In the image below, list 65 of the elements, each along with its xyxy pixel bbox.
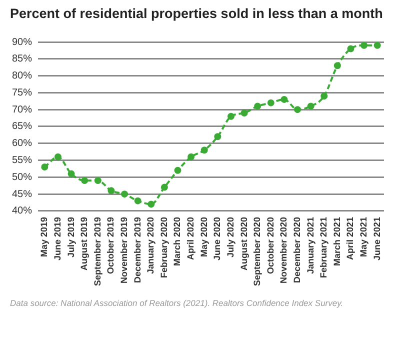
x-tick-label: February 2021 xyxy=(318,216,329,278)
x-tick-label: January 2020 xyxy=(146,216,156,274)
point xyxy=(200,146,208,154)
point xyxy=(108,187,115,194)
x-tick-label: December 2020 xyxy=(292,216,302,284)
point xyxy=(134,197,142,204)
point xyxy=(121,190,128,198)
point xyxy=(81,177,88,184)
point xyxy=(174,166,182,174)
y-tick-label: 90% xyxy=(12,36,32,48)
point xyxy=(254,102,262,110)
x-tick-label: May 2020 xyxy=(198,216,209,257)
point xyxy=(294,106,302,114)
x-tick-label: July 2020 xyxy=(225,216,236,258)
x-tick-label: August 2019 xyxy=(79,216,90,270)
point xyxy=(94,177,102,184)
x-tick-label: January 2021 xyxy=(305,216,316,274)
x-tick-label: November 2019 xyxy=(118,216,129,284)
point xyxy=(320,92,328,100)
point xyxy=(227,112,234,120)
point xyxy=(68,170,75,178)
x-tick-label: June 2020 xyxy=(212,216,222,260)
x-tick-label: July 2019 xyxy=(66,216,76,258)
x-tick-label: June 2019 xyxy=(52,216,62,260)
y-tick-label: 40% xyxy=(12,206,32,217)
x-tick-label: September 2019 xyxy=(92,216,102,286)
x-tick-label: June 2021 xyxy=(372,216,382,260)
x-tick-label: December 2019 xyxy=(132,216,142,284)
y-tick-label: 75% xyxy=(12,87,32,98)
y-tick-label: 60% xyxy=(12,138,32,150)
point xyxy=(360,42,368,49)
point xyxy=(307,102,314,110)
y-tick-label: 65% xyxy=(12,121,32,132)
x-tick-label: April 2021 xyxy=(345,216,356,260)
y-tick-label: 85% xyxy=(12,54,32,65)
x-tick-label: March 2020 xyxy=(172,216,182,266)
y-tick-label: 45% xyxy=(12,188,32,200)
x-tick-label: October 2020 xyxy=(265,216,276,274)
point xyxy=(214,133,222,140)
point xyxy=(160,184,168,191)
x-tick-label: September 2020 xyxy=(252,216,262,286)
point xyxy=(54,153,62,160)
x-tick-label: November 2020 xyxy=(278,216,289,284)
point xyxy=(334,62,341,70)
x-tick-label: October 2019 xyxy=(106,216,116,274)
x-tick-label: May 2021 xyxy=(358,216,369,257)
point xyxy=(188,153,195,160)
x-tick-label: August 2020 xyxy=(238,216,249,270)
y-tick-label: 50% xyxy=(12,172,32,183)
point xyxy=(148,200,155,208)
point xyxy=(280,96,288,103)
point xyxy=(347,45,354,52)
x-tick-label: March 2021 xyxy=(332,216,342,266)
x-tick-label: February 2020 xyxy=(158,216,169,278)
source-note: Data source: National Association of Realtors (2021). Realtors Confidence Index Survey. xyxy=(10,298,344,308)
y-tick-label: 80% xyxy=(12,70,32,82)
chart-title: Percent of residential properties sold in less than a month xyxy=(10,6,383,21)
point xyxy=(240,109,248,116)
point xyxy=(267,99,274,106)
point xyxy=(41,164,48,171)
x-tick-label: May 2019 xyxy=(39,216,50,257)
y-tick-label: 55% xyxy=(12,155,32,166)
point xyxy=(374,42,381,49)
y-tick-label: 70% xyxy=(12,104,32,116)
x-tick-label: April 2020 xyxy=(186,216,196,260)
